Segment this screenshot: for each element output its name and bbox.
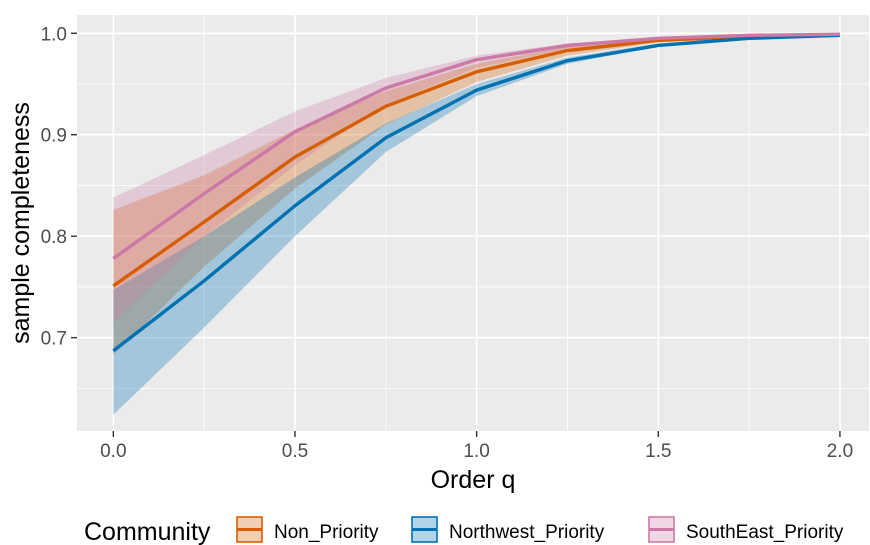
x-tick-label: 0.0 (100, 441, 126, 462)
x-tick-label: 1.5 (645, 441, 671, 462)
line-northwest-priority (112, 33, 840, 353)
y-tick-label: 1.0 (41, 24, 67, 45)
x-tick-label: 2.0 (827, 441, 853, 462)
ribbon-northwest-priority (113, 34, 840, 415)
confidence-ribbons (113, 33, 840, 415)
legend-label: Northwest_Priority (449, 522, 605, 543)
ribbon-southeast-priority (113, 33, 840, 323)
legend-label: SouthEast_Priority (686, 522, 844, 543)
y-tick-label: 0.7 (41, 329, 67, 350)
y-tick-label: 0.8 (41, 227, 67, 248)
line-southeast-priority (112, 32, 840, 260)
series-lines (112, 32, 840, 353)
ribbon-non-priority (113, 34, 840, 355)
x-tick-label: 0.5 (282, 441, 308, 462)
y-axis: 0.7 0.8 0.9 1.0 (41, 24, 77, 350)
grid-minor (77, 15, 869, 431)
legend-title: Community (84, 518, 211, 545)
y-tick-label: 0.9 (41, 126, 67, 147)
legend: Community Non_Priority Northwest_Priority… (84, 516, 844, 545)
x-tick-label: 1.0 (463, 441, 489, 462)
x-axis-label: Order q (431, 466, 516, 494)
x-axis: 0.0 0.5 1.0 1.5 2.0 (100, 431, 853, 462)
grid-major (77, 15, 869, 431)
legend-label: Non_Priority (274, 522, 379, 543)
y-axis-label: sample completeness (7, 102, 35, 344)
